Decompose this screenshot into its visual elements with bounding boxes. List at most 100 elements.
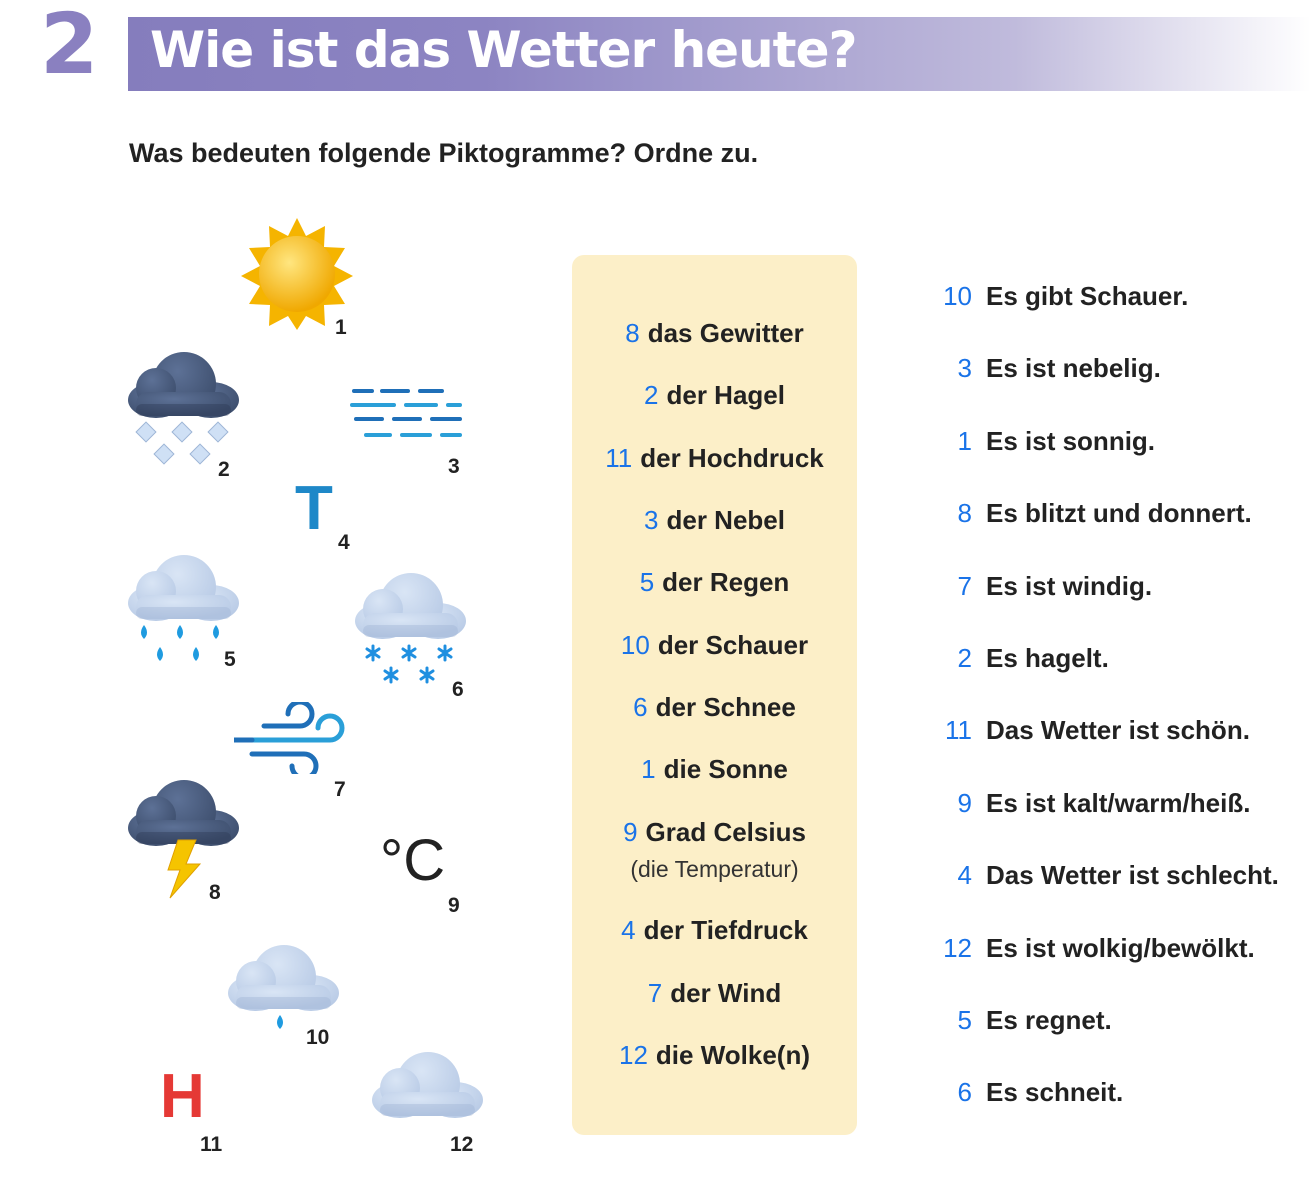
answer-number: 8 [625, 318, 640, 348]
answer-number: 5 [639, 567, 655, 597]
page-title: Wie ist das Wetter heute? [150, 21, 857, 79]
answer-number: 8 [957, 498, 972, 529]
title-banner: Wie ist das Wetter heute? [128, 17, 1311, 91]
pictogram-number: 4 [338, 531, 350, 554]
answer-number: 2 [957, 643, 972, 673]
snow-cloud-icon [353, 573, 468, 688]
answer-number: 6 [957, 1077, 972, 1108]
answer-number: 6 [633, 692, 648, 722]
low-pressure-icon: T [295, 474, 333, 543]
pictogram-number: 11 [200, 1133, 223, 1156]
answer-number: 5 [957, 1005, 972, 1035]
high-pressure-icon: H [160, 1062, 205, 1131]
noun-row: 1 die Sonne [572, 754, 857, 785]
noun-row: 9 Grad Celsius [572, 817, 857, 848]
noun-text: der Hochdruck [640, 443, 824, 473]
noun-text: der Schnee [655, 692, 796, 722]
answer-number: 3 [644, 505, 659, 535]
noun-text: der Regen [662, 567, 790, 597]
noun-row: 4 der Tiefdruck [572, 915, 857, 946]
sentence-text: Es ist nebelig. [986, 353, 1161, 384]
fog-icon [350, 385, 465, 441]
thunderstorm-icon [126, 780, 241, 900]
pictogram-number: 1 [335, 316, 347, 339]
noun-row: 2 der Hagel [572, 380, 857, 411]
sentence-text: Es ist windig. [986, 570, 1153, 601]
sentence-row: 9 Es ist kalt/warm/heiß. [920, 787, 1251, 819]
noun-row: 7 der Wind [572, 978, 857, 1009]
sentence-text: Es ist kalt/warm/heiß. [986, 787, 1251, 818]
sentence-row: 11 Das Wetter ist schön. [920, 715, 1250, 746]
pictogram-number: 12 [450, 1133, 474, 1156]
answer-number: 11 [605, 443, 633, 473]
pictogram-number: 6 [452, 678, 464, 701]
noun-text: der Tiefdruck [643, 915, 808, 945]
shower-cloud-icon [226, 945, 341, 1035]
sentence-row: 7 Es ist windig. [920, 570, 1153, 602]
answer-number: 1 [957, 425, 972, 456]
answer-number: 11 [945, 715, 972, 746]
noun-row: 8 das Gewitter [572, 318, 857, 349]
sentence-row: 2 Es hagelt. [920, 643, 1109, 674]
noun-subtext: (die Temperatur) [630, 856, 799, 882]
answer-number: 3 [957, 353, 972, 384]
noun-text: Grad Celsius [645, 817, 806, 847]
pictogram-number: 9 [448, 894, 460, 917]
sentence-text: Das Wetter ist schlecht. [986, 860, 1279, 891]
instruction: Was bedeuten folgende Piktogramme? Ordne… [129, 138, 759, 168]
sentence-text: Es blitzt und donnert. [986, 498, 1252, 529]
answer-number: 7 [647, 978, 663, 1008]
sentence-row: 12 Es ist wolkig/bewölkt. [920, 933, 1255, 964]
sentence-row: 4 Das Wetter ist schlecht. [920, 860, 1279, 891]
sentence-row: 6 Es schneit. [920, 1077, 1124, 1108]
noun-text: die Sonne [663, 754, 788, 784]
sentence-text: Es ist wolkig/bewölkt. [986, 932, 1255, 963]
answer-number: 12 [618, 1040, 648, 1070]
sentence-text: Das Wetter ist schön. [986, 715, 1250, 746]
noun-row: 3 der Nebel [572, 505, 857, 536]
sentence-text: Es hagelt. [986, 643, 1109, 673]
noun-row: 10 der Schauer [572, 630, 857, 661]
celsius-icon: °C [380, 828, 446, 893]
sentence-text: Es regnet. [986, 1005, 1112, 1035]
noun-row: 11 der Hochdruck [572, 443, 857, 474]
pictogram-number: 8 [209, 881, 221, 904]
noun-box [572, 255, 857, 1135]
answer-number: 9 [957, 787, 972, 818]
sentence-text: Es schneit. [986, 1077, 1124, 1108]
answer-number: 4 [621, 915, 636, 945]
answer-number: 12 [943, 932, 972, 963]
answer-number: 10 [620, 630, 650, 660]
pictogram-number: 2 [218, 458, 230, 481]
noun-text: der Nebel [666, 505, 785, 535]
sentence-row: 10 Es gibt Schauer. [920, 281, 1188, 312]
answer-number: 9 [623, 817, 638, 847]
answer-number: 1 [641, 754, 656, 784]
noun-text: das Gewitter [647, 318, 804, 348]
wind-icon [231, 699, 349, 781]
sentence-text: Es ist sonnig. [986, 425, 1156, 456]
pictogram-number: 7 [334, 778, 346, 801]
hail-cloud-icon [126, 352, 241, 467]
pictogram-number: 5 [224, 648, 236, 671]
sentence-row: 3 Es ist nebelig. [920, 353, 1161, 384]
pictogram-number: 3 [448, 455, 460, 478]
noun-row: 5 der Regen [572, 567, 857, 598]
noun-text: der Hagel [666, 380, 785, 410]
sun-icon [240, 218, 355, 330]
pictogram-number: 10 [306, 1026, 330, 1049]
answer-number: 2 [644, 380, 659, 410]
answer-number: 7 [957, 570, 972, 601]
sentence-text: Es gibt Schauer. [986, 281, 1189, 311]
cloud-icon [370, 1052, 485, 1122]
noun-text: der Schauer [657, 630, 809, 660]
sentence-row: 1 Es ist sonnig. [920, 425, 1156, 457]
answer-number: 10 [943, 281, 972, 311]
sentence-row: 5 Es regnet. [920, 1005, 1112, 1036]
exercise-number: 2 [40, 0, 98, 93]
sentence-row: 8 Es blitzt und donnert. [920, 498, 1252, 529]
noun-text: die Wolke(n) [655, 1040, 810, 1070]
rain-cloud-icon [126, 555, 241, 665]
answer-number: 4 [957, 860, 972, 891]
noun-row: 6 der Schnee [572, 692, 857, 723]
